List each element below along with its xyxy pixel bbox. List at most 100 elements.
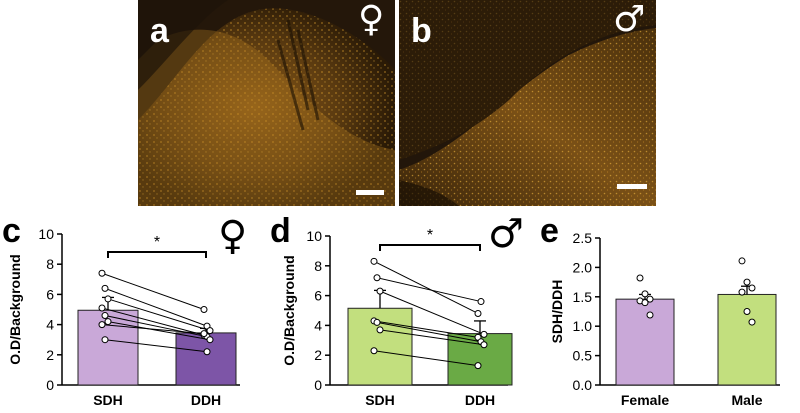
data-point [101,312,109,320]
paired-line [376,321,482,343]
data-point [646,295,654,303]
chart-d: d ♂ 0 2 4 6 8 10 O.D/Background SDH DDH * [268,214,540,413]
data-point [373,274,381,282]
data-point [206,336,214,344]
micrograph-b-image [399,0,656,206]
panel-letter-e: e [540,212,559,250]
paired-line [379,329,485,346]
y-tick-label: 0 [314,377,322,393]
chart-d-plot: 0 2 4 6 8 10 O.D/Background SDH DDH * [281,227,513,408]
paired-line [373,350,479,367]
data-point [636,274,644,282]
significance-bracket [107,251,207,258]
y-tick-label: 2.0 [573,259,593,275]
data-point [474,362,482,370]
data-point [748,284,756,292]
x-tick-label: Female [621,392,669,408]
y-tick-label: 6 [314,288,322,304]
data-point [480,330,488,338]
data-point [738,257,746,265]
micrograph-a-image [138,0,395,206]
y-axis-label: SDH/DDH [549,280,565,344]
y-tick-label: 2.5 [573,230,593,246]
female-symbol-icon: ♀ [218,213,248,259]
paired-line [101,307,205,336]
data-point [200,306,208,313]
data-point [370,257,378,265]
bar [175,332,237,386]
significance-bracket [379,244,481,251]
y-tick-label: 0.0 [573,377,593,393]
paired-line [101,324,205,335]
chart-e: e 0.0 0.5 1.0 1.5 2.0 2.5 SDH/DDH Female Male [540,214,800,413]
data-point [743,308,751,315]
y-axis-label: O.D/Background [7,254,23,364]
data-point [480,341,488,349]
data-point [98,304,106,312]
y-tick-label: 1.0 [573,318,593,334]
y-tick-label: 6 [46,286,54,302]
data-point [200,330,208,338]
x-tick-label: DDH [465,392,495,408]
significance-label: * [154,234,160,251]
micrograph-b: b ♂ [399,0,656,206]
bar [347,307,413,386]
y-tick-label: 2 [46,347,54,363]
panel-letter-a: a [150,12,169,50]
female-symbol-icon: ♀ [358,0,385,40]
paired-line [104,287,208,327]
panel-letter-d: d [270,212,291,250]
paired-line [107,321,211,341]
y-tick-label: 0.5 [573,348,593,364]
paired-line [379,290,485,335]
y-tick-label: 10 [306,228,322,244]
data-point [477,298,485,306]
x-tick-label: SDH [93,392,123,408]
data-point [748,318,756,326]
x-tick-label: SDH [365,392,395,408]
y-tick-label: 0 [46,377,54,393]
chart-c: c ♀ 0 2 4 6 8 10 O.D/Background SDH DDH * [0,214,265,413]
data-point [206,327,214,335]
data-point [104,318,112,326]
paired-line [373,320,479,338]
paired-line [104,339,208,353]
data-point [101,284,109,292]
y-axis-label: O.D/Background [281,255,297,365]
x-tick-label: DDH [191,392,221,408]
significance-label: * [427,227,433,244]
y-tick-label: 1.5 [573,289,593,305]
micrograph-a: a ♀ [138,0,395,206]
data-point [101,336,109,344]
data-point [370,347,378,355]
data-point [641,299,649,307]
paired-line [373,260,479,314]
paired-line [101,272,205,310]
data-point [738,288,746,296]
data-point [641,290,649,298]
y-tick-label: 2 [314,347,322,363]
data-point [376,287,384,295]
chart-e-plot: 0.0 0.5 1.0 1.5 2.0 2.5 SDH/DDH Female Male [549,230,780,408]
y-tick-label: 8 [46,256,54,272]
male-symbol-icon: ♂ [613,0,646,40]
x-tick-label: Male [731,392,762,408]
paired-line [107,298,211,332]
data-point [646,311,654,319]
panel-letter-b: b [411,12,432,50]
data-point [743,278,751,286]
data-point [203,348,211,356]
data-point [104,295,112,303]
y-tick-label: 4 [46,317,54,333]
data-point [376,326,384,334]
male-symbol-icon: ♂ [488,211,524,257]
scale-bar [356,190,384,195]
paired-line [376,277,482,303]
scale-bar [617,184,647,189]
data-point [373,318,381,326]
chart-c-plot: 0 2 4 6 8 10 O.D/Background SDH DDH * [7,226,240,408]
bar [615,298,675,386]
y-tick-label: 4 [314,317,322,333]
data-point [98,269,106,277]
data-point [98,321,106,329]
